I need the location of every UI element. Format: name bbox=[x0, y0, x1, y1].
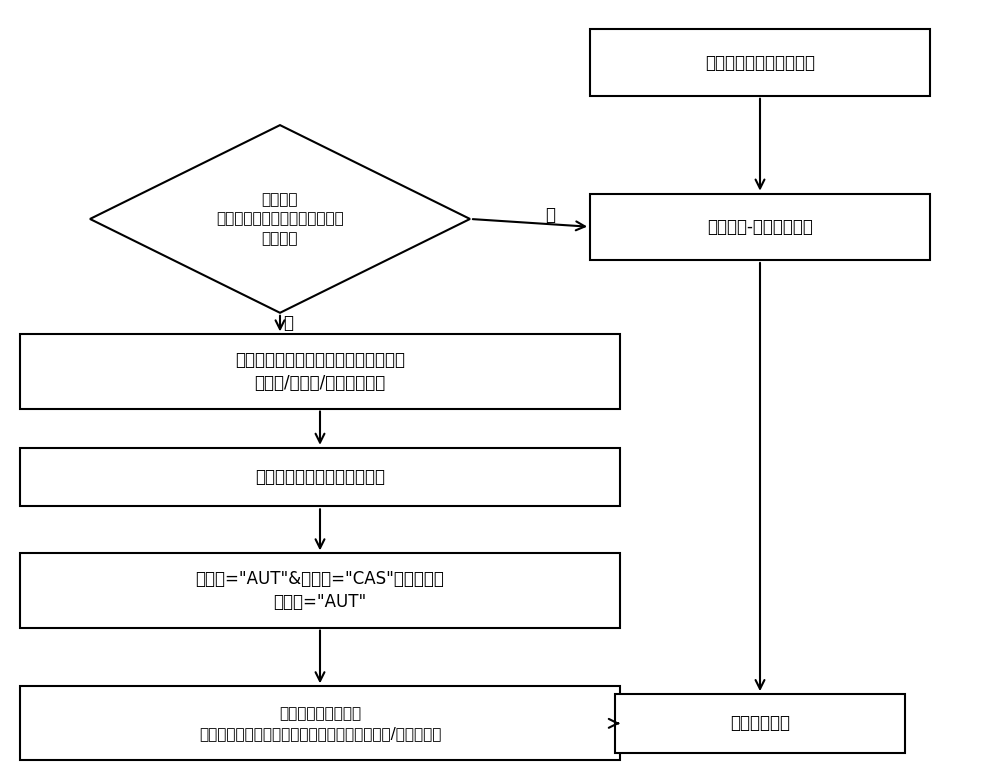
Bar bbox=[590, 29, 930, 95]
Bar bbox=[20, 554, 620, 627]
Bar bbox=[20, 335, 620, 408]
Text: 装置是否
处于某批次产品间歇反应过程中
（静态）: 装置是否 处于某批次产品间歇反应过程中 （静态） bbox=[216, 192, 344, 246]
Text: 更新计算周期: 更新计算周期 bbox=[730, 714, 790, 733]
Polygon shape bbox=[90, 125, 470, 313]
Text: 主回路="AUT"&副回路="CAS"时自控状态
检测点="AUT": 主回路="AUT"&副回路="CAS"时自控状态 检测点="AUT" bbox=[196, 569, 444, 612]
Bar bbox=[590, 194, 930, 260]
Bar bbox=[20, 447, 620, 507]
Text: 设置该批次产品生产周期: 设置该批次产品生产周期 bbox=[705, 53, 815, 72]
Text: 建立复杂回路自控状态检测点: 建立复杂回路自控状态检测点 bbox=[255, 468, 385, 486]
Text: 生产周期-间歇反应时间: 生产周期-间歇反应时间 bbox=[707, 217, 813, 236]
Text: 是: 是 bbox=[545, 206, 555, 224]
Bar bbox=[615, 694, 905, 752]
Text: 计算复杂回路自控率
（计算周期内自控状态检测点处于自控状态时间/计算周期）: 计算复杂回路自控率 （计算周期内自控状态检测点处于自控状态时间/计算周期） bbox=[199, 706, 441, 741]
Text: 获取待评价复杂回路实时工作状态数据
（状态/偏差值/偏差设定值）: 获取待评价复杂回路实时工作状态数据 （状态/偏差值/偏差设定值） bbox=[235, 350, 405, 393]
Text: 否: 否 bbox=[283, 314, 293, 332]
Bar bbox=[20, 687, 620, 760]
